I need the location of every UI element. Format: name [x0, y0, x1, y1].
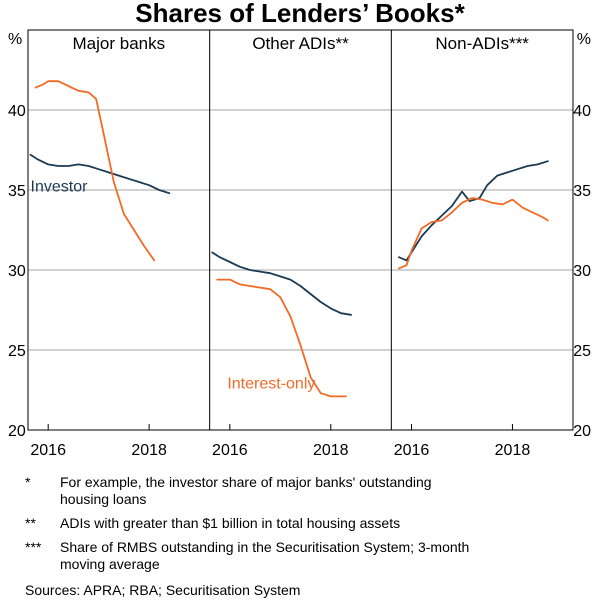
footnotes: * For example, the investor share of maj… — [25, 474, 469, 598]
y-tick-left-25: 25 — [8, 343, 26, 360]
series-label-2-interest-only: Interest-only — [227, 375, 315, 392]
tick-layer: 20 20 25 25 30 30 35 35 40 40 2016 2018 2016 2018 2016… — [8, 103, 591, 459]
footnote-text-3a: Share of RMBS outstanding in the Securit… — [60, 539, 469, 555]
x-tick-label-2-2018: 2018 — [313, 442, 349, 459]
series-label-1-investor: Investor — [31, 179, 89, 196]
y-tick-left-20: 20 — [8, 423, 26, 440]
y-unit-left: % — [8, 31, 22, 48]
footnote-text-3b: moving average — [60, 556, 160, 572]
y-tick-right-35: 35 — [573, 183, 591, 200]
y-tick-right-25: 25 — [573, 343, 591, 360]
chart-title: Shares of Lenders’ Books* — [135, 0, 465, 28]
panel-title-3: Non-ADIs*** — [435, 34, 529, 53]
footnote-text-1b: housing loans — [60, 491, 146, 507]
x-tick-label-1-2016: 2016 — [30, 442, 66, 459]
footnote-marker-1: * — [25, 474, 31, 490]
y-tick-left-35: 35 — [8, 183, 26, 200]
label-layer: Major banks Investor Other ADIs** Interest-… — [31, 34, 530, 392]
series-layer — [29, 80, 549, 398]
series-1-interest-only — [34, 80, 156, 262]
y-unit-right: % — [577, 31, 591, 48]
plot-frame — [27, 29, 574, 431]
series-2-interest-only — [216, 278, 347, 398]
series-3-investor — [398, 160, 549, 262]
panel-title-1: Major banks — [73, 34, 166, 53]
y-tick-left-30: 30 — [8, 263, 26, 280]
sources-note: Sources: APRA; RBA; Securitisation Syste… — [25, 582, 300, 598]
x-tick-label-3-2018: 2018 — [495, 442, 531, 459]
footnote-marker-2: ** — [25, 515, 36, 531]
x-tick-label-2-2016: 2016 — [212, 442, 248, 459]
x-tick-label-3-2016: 2016 — [394, 442, 430, 459]
y-tick-left-40: 40 — [8, 103, 26, 120]
x-tick-label-1-2018: 2018 — [131, 442, 167, 459]
footnote-text-2: ADIs with greater than $1 billion in tot… — [60, 515, 400, 531]
series-2-investor — [211, 251, 352, 316]
series-1-investor — [29, 153, 171, 195]
y-tick-right-40: 40 — [573, 103, 591, 120]
grid-layer — [28, 109, 573, 351]
series-3-interest-only — [398, 197, 549, 270]
frame-layer — [27, 29, 574, 431]
y-tick-right-20: 20 — [573, 423, 591, 440]
footnote-marker-3: *** — [25, 539, 42, 555]
panel-title-2: Other ADIs** — [252, 34, 349, 53]
y-tick-right-30: 30 — [573, 263, 591, 280]
footnote-text-1a: For example, the investor share of major… — [60, 474, 432, 490]
